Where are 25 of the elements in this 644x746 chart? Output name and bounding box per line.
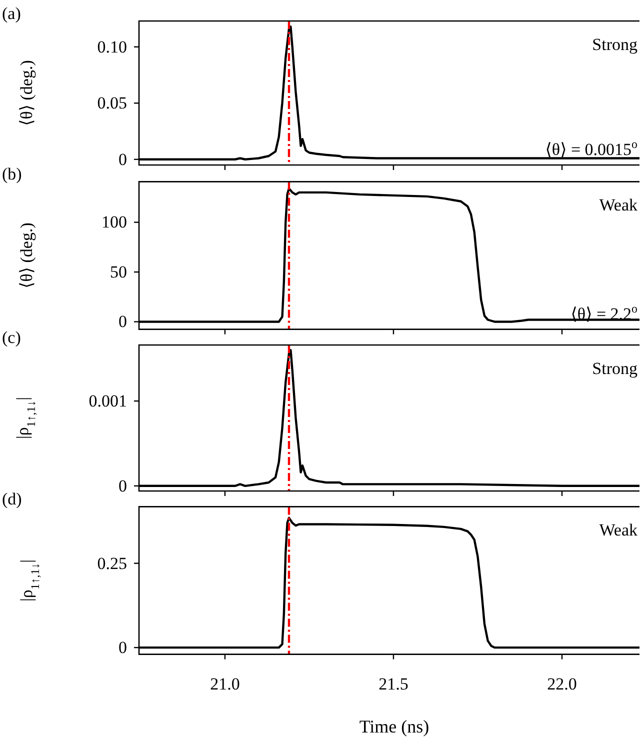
y-tick-label: 0.001 <box>88 391 127 410</box>
y-tick-label: 50 <box>110 262 127 282</box>
y-axis-title: ⟨θ⟩ (deg.) <box>17 222 36 288</box>
x-tick-label: 21.5 <box>378 674 408 694</box>
annotation: Strong <box>592 359 638 378</box>
text: (d) <box>2 490 22 509</box>
y-axis-title: ⟨θ⟩ (deg.) <box>17 60 36 126</box>
annotation: Weak <box>599 196 638 215</box>
y-tick-label: 0 <box>118 638 127 657</box>
annotation: Weak <box>599 520 638 540</box>
y-tick-label: 0 <box>118 312 127 332</box>
text: (b) <box>2 164 22 184</box>
y-tick-label: 0 <box>118 476 127 496</box>
text: (c) <box>2 328 21 347</box>
x-tick-label: 22.0 <box>547 674 577 694</box>
y-tick-label: 0.10 <box>97 37 127 56</box>
y-tick-label: 0 <box>118 150 127 169</box>
x-tick-label: 21.0 <box>210 674 240 694</box>
y-tick-label: 0.05 <box>97 94 127 113</box>
y-tick-label: 0.25 <box>97 554 127 573</box>
annotation: ⟨θ⟩ = 0.0015$^{o}$ <box>545 137 638 159</box>
annotation: Strong <box>592 35 638 54</box>
y-tick-label: 100 <box>102 212 127 232</box>
text: (a) <box>2 4 21 23</box>
x-axis-title: Time (ns) <box>359 716 430 736</box>
